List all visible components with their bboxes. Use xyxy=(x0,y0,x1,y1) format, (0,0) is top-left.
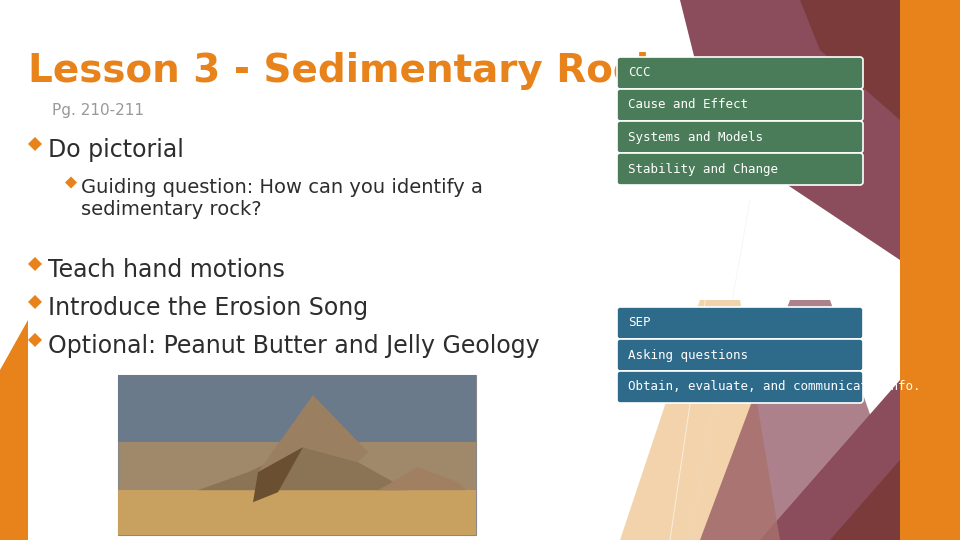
FancyBboxPatch shape xyxy=(617,153,863,185)
Polygon shape xyxy=(830,460,900,540)
Polygon shape xyxy=(378,467,466,490)
Polygon shape xyxy=(258,395,368,472)
Polygon shape xyxy=(0,320,28,540)
Text: Teach hand motions: Teach hand motions xyxy=(48,258,285,282)
FancyBboxPatch shape xyxy=(617,307,863,339)
Polygon shape xyxy=(28,257,42,271)
Polygon shape xyxy=(65,177,77,188)
Polygon shape xyxy=(900,0,960,540)
FancyBboxPatch shape xyxy=(118,375,476,442)
Polygon shape xyxy=(760,380,900,540)
Text: CCC: CCC xyxy=(628,66,651,79)
Text: Lesson 3 - Sedimentary Rocks: Lesson 3 - Sedimentary Rocks xyxy=(28,52,684,90)
FancyBboxPatch shape xyxy=(118,375,476,535)
FancyBboxPatch shape xyxy=(617,57,863,89)
Text: Guiding question: How can you identify a
sedimentary rock?: Guiding question: How can you identify a… xyxy=(81,178,483,219)
Text: SEP: SEP xyxy=(628,316,651,329)
Polygon shape xyxy=(28,333,42,347)
Polygon shape xyxy=(680,0,900,260)
FancyBboxPatch shape xyxy=(118,490,476,535)
Polygon shape xyxy=(700,300,900,540)
FancyBboxPatch shape xyxy=(617,339,863,371)
Text: Obtain, evaluate, and communicate info.: Obtain, evaluate, and communicate info. xyxy=(628,381,921,394)
Polygon shape xyxy=(28,295,42,309)
Text: Pg. 210-211: Pg. 210-211 xyxy=(52,103,144,118)
Text: Cause and Effect: Cause and Effect xyxy=(628,98,748,111)
Text: Do pictorial: Do pictorial xyxy=(48,138,184,162)
Text: Asking questions: Asking questions xyxy=(628,348,748,361)
FancyBboxPatch shape xyxy=(617,89,863,121)
FancyBboxPatch shape xyxy=(617,371,863,403)
Text: Optional: Peanut Butter and Jelly Geology: Optional: Peanut Butter and Jelly Geolog… xyxy=(48,334,540,358)
Polygon shape xyxy=(253,447,303,502)
Text: Stability and Change: Stability and Change xyxy=(628,163,778,176)
Polygon shape xyxy=(620,300,780,540)
Text: Systems and Models: Systems and Models xyxy=(628,131,763,144)
Polygon shape xyxy=(28,137,42,151)
FancyBboxPatch shape xyxy=(617,121,863,153)
Polygon shape xyxy=(800,0,900,120)
Polygon shape xyxy=(198,447,408,490)
Text: Introduce the Erosion Song: Introduce the Erosion Song xyxy=(48,296,368,320)
